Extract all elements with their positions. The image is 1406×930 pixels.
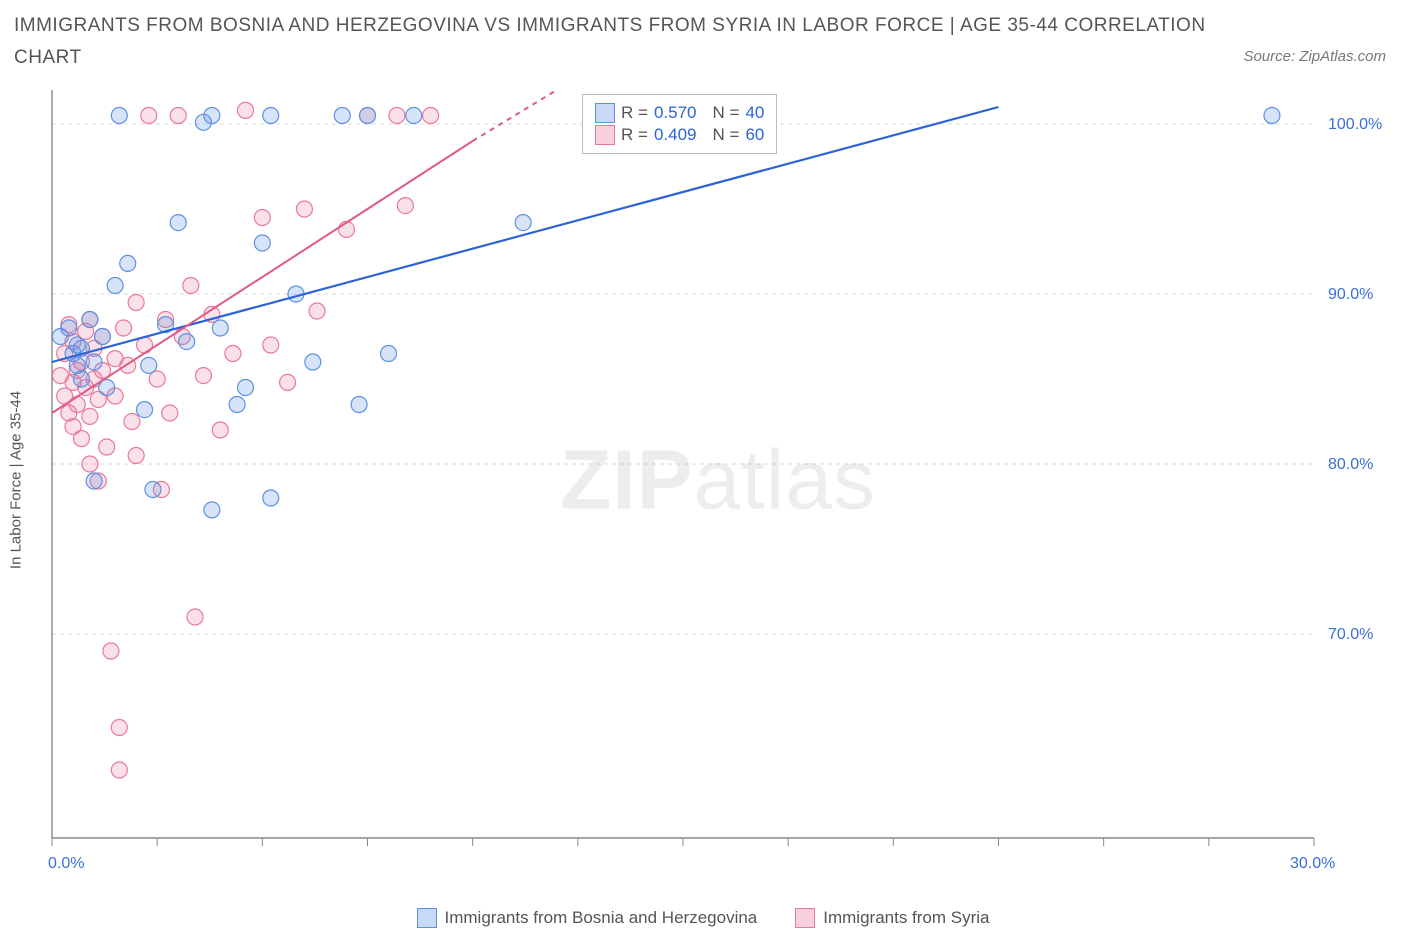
- swatch-icon: [595, 103, 615, 123]
- y-axis-label: In Labor Force | Age 35-44: [8, 391, 25, 569]
- legend-label: Immigrants from Bosnia and Herzegovina: [445, 908, 758, 928]
- title-line-2: CHART: [14, 42, 1392, 74]
- scatter-plot: 70.0% 80.0% 90.0% 100.0% 0.0% 30.0%: [46, 86, 1390, 874]
- chart-title: IMMIGRANTS FROM BOSNIA AND HERZEGOVINA V…: [14, 10, 1392, 75]
- correlation-legend: R =0.570N =40R =0.409N =60: [582, 94, 777, 154]
- series-legend: Immigrants from Bosnia and Herzegovina Im…: [0, 908, 1406, 928]
- legend-item: Immigrants from Syria: [795, 908, 989, 928]
- svg-text:0.0%: 0.0%: [48, 855, 84, 872]
- swatch-icon: [595, 125, 615, 145]
- chart-area: In Labor Force | Age 35-44 70.0%80.0%90.…: [46, 86, 1390, 874]
- svg-text:70.0%: 70.0%: [1328, 626, 1373, 643]
- svg-text:100.0%: 100.0%: [1328, 116, 1382, 133]
- legend-label: Immigrants from Syria: [823, 908, 989, 928]
- svg-text:80.0%: 80.0%: [1328, 456, 1373, 473]
- swatch-icon: [417, 908, 437, 928]
- source-attribution: Source: ZipAtlas.com: [1243, 48, 1386, 65]
- swatch-icon: [795, 908, 815, 928]
- legend-row: R =0.409N =60: [595, 125, 764, 145]
- legend-item: Immigrants from Bosnia and Herzegovina: [417, 908, 758, 928]
- svg-text:30.0%: 30.0%: [1290, 855, 1335, 872]
- title-line-1: IMMIGRANTS FROM BOSNIA AND HERZEGOVINA V…: [14, 10, 1392, 42]
- legend-row: R =0.570N =40: [595, 103, 764, 123]
- svg-text:90.0%: 90.0%: [1328, 286, 1373, 303]
